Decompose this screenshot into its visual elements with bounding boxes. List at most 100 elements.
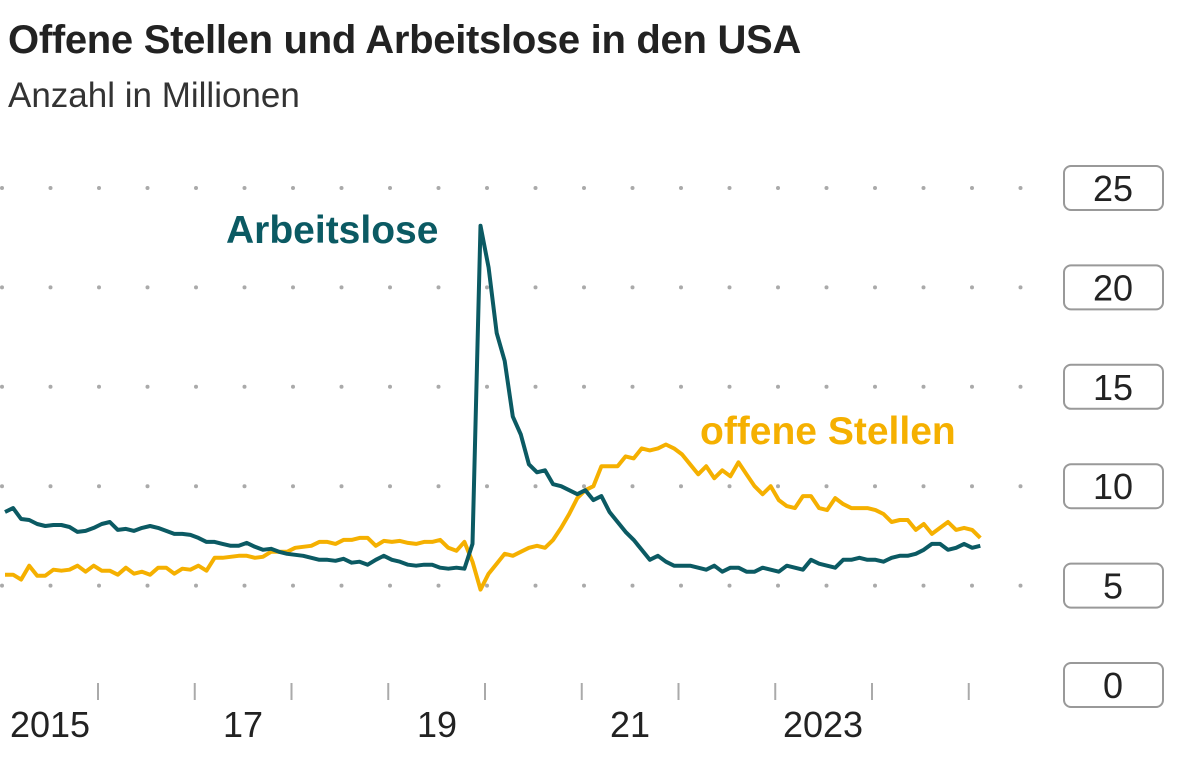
grid-dot xyxy=(873,384,877,389)
grid-dot xyxy=(873,583,877,588)
grid-dot xyxy=(873,186,877,190)
grid-dot xyxy=(291,583,295,588)
series-label-offene-stellen: offene Stellen xyxy=(700,410,956,453)
grid-dot xyxy=(145,186,150,190)
grid-dot xyxy=(776,583,780,588)
grid-dot xyxy=(1018,285,1023,290)
grid-dot xyxy=(339,583,344,588)
grid-dot xyxy=(339,484,344,489)
grid-dot xyxy=(776,285,780,290)
chart-title: Offene Stellen und Arbeitslose in den US… xyxy=(8,18,801,62)
grid-dot xyxy=(921,384,926,389)
grid-dot xyxy=(582,384,586,389)
grid-dot xyxy=(727,484,732,489)
x-axis: 2015 17 19 21 2023 xyxy=(10,683,970,745)
grid-dot xyxy=(727,583,732,588)
y-tick-label: 15 xyxy=(1093,367,1133,408)
grid-dot xyxy=(582,285,586,290)
grid-dot xyxy=(485,285,489,290)
grid-dot xyxy=(242,186,247,190)
grid-dot xyxy=(727,285,732,290)
grid-dot xyxy=(533,484,538,489)
grid-dot xyxy=(339,384,344,389)
grid-dot xyxy=(339,285,344,290)
grid-dot xyxy=(630,583,635,588)
x-tick-label: 2023 xyxy=(783,704,863,745)
grid-dot xyxy=(679,583,683,588)
series-label-arbeitslose: Arbeitslose xyxy=(226,209,438,252)
y-tick-box xyxy=(1063,463,1164,510)
grid-dot xyxy=(436,285,441,290)
grid-dot xyxy=(1018,186,1023,190)
grid-dot xyxy=(727,384,732,389)
grid-dot xyxy=(679,186,683,190)
grid-dot xyxy=(388,285,392,290)
y-tick-box xyxy=(1063,264,1164,311)
grid-dot xyxy=(970,484,974,489)
grid-dot xyxy=(921,583,926,588)
grid-dot xyxy=(1018,484,1023,489)
grid-dot xyxy=(776,384,780,389)
grid-dot xyxy=(824,186,829,190)
grid-dot xyxy=(485,384,489,389)
grid-dot xyxy=(970,384,974,389)
grid-dot xyxy=(970,285,974,290)
grid-dot xyxy=(194,484,198,489)
grid-dot xyxy=(48,285,53,290)
grid-dot xyxy=(1018,583,1023,588)
grid-dot xyxy=(291,285,295,290)
grid-dot xyxy=(630,484,635,489)
grid-dot xyxy=(194,583,198,588)
grid-dot xyxy=(630,285,635,290)
grid-dot xyxy=(48,583,53,588)
grid-dot xyxy=(824,384,829,389)
grid-dot xyxy=(727,186,732,190)
grid-dot xyxy=(630,384,635,389)
grid-dot xyxy=(582,484,586,489)
grid-dot xyxy=(145,484,150,489)
series-line-offene-stellen xyxy=(5,442,982,592)
grid-dot xyxy=(97,285,101,290)
grid-dot xyxy=(824,583,829,588)
grid-dot xyxy=(921,484,926,489)
grid-dot xyxy=(0,285,4,290)
grid-dot xyxy=(291,186,295,190)
x-tick-label: 19 xyxy=(417,704,457,745)
grid-dot xyxy=(679,384,683,389)
gridlines xyxy=(0,186,1023,588)
grid-dot xyxy=(824,484,829,489)
grid-dot xyxy=(388,583,392,588)
grid-dot xyxy=(873,484,877,489)
grid-dot xyxy=(97,384,101,389)
y-tick-label: 20 xyxy=(1093,267,1133,308)
grid-dot xyxy=(242,583,247,588)
grid-dot xyxy=(194,186,198,190)
y-tick-box xyxy=(1063,662,1164,708)
grid-dot xyxy=(97,186,101,190)
y-tick-label: 25 xyxy=(1093,168,1133,209)
grid-dot xyxy=(485,583,489,588)
x-tick-label: 2015 xyxy=(10,704,90,745)
grid-dot xyxy=(48,384,53,389)
grid-dot xyxy=(776,484,780,489)
grid-dot xyxy=(242,384,247,389)
grid-dot xyxy=(97,583,101,588)
grid-dot xyxy=(388,484,392,489)
series-lines xyxy=(4,223,982,592)
grid-dot xyxy=(776,186,780,190)
grid-dot xyxy=(679,285,683,290)
grid-dot xyxy=(970,186,974,190)
grid-dot xyxy=(242,285,247,290)
grid-dot xyxy=(582,583,586,588)
grid-dot xyxy=(0,583,4,588)
y-tick-label: 5 xyxy=(1103,566,1123,607)
grid-dot xyxy=(824,285,829,290)
grid-dot xyxy=(436,186,441,190)
grid-dot xyxy=(533,186,538,190)
grid-dot xyxy=(194,384,198,389)
grid-dot xyxy=(436,384,441,389)
grid-dot xyxy=(291,484,295,489)
x-tick-label: 21 xyxy=(610,704,650,745)
grid-dot xyxy=(0,186,4,190)
